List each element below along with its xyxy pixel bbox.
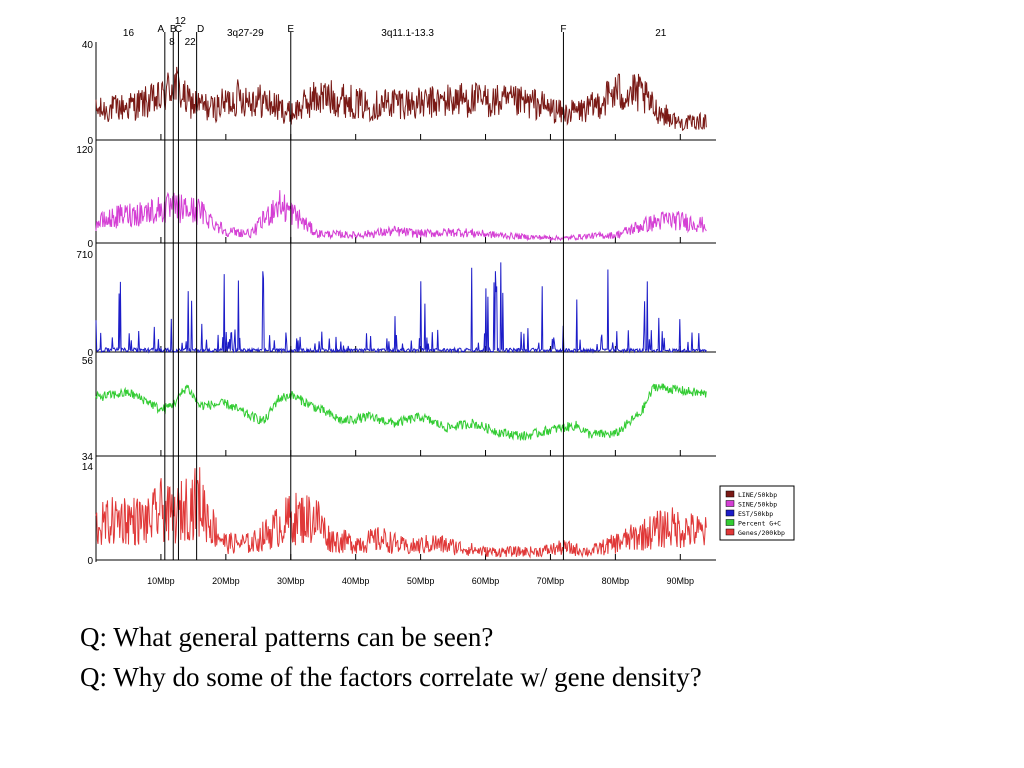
legend-swatch [725, 528, 735, 536]
y-tick-label-min: 0 [87, 556, 93, 567]
band-label: 3q11.1-13.3 [381, 28, 434, 39]
legend-swatch [725, 490, 735, 498]
legend-label: Genes/200kbp [738, 529, 785, 537]
x-tick-label: 60Mbp [472, 576, 500, 586]
marker-label-d: D [197, 24, 204, 35]
legend-swatch [725, 509, 735, 517]
x-tick-label: 80Mbp [602, 576, 630, 586]
y-tick-label-max: 56 [82, 356, 94, 367]
y-tick-label-max: 40 [82, 40, 94, 51]
marker-label-b: B [170, 24, 177, 35]
y-tick-label-max: 120 [76, 145, 93, 156]
legend-label: EST/50kbp [738, 510, 773, 518]
y-tick-label-max: 14 [82, 462, 94, 473]
marker-label-c: C [175, 24, 182, 35]
band-label: 22 [185, 37, 197, 48]
x-tick-label: 30Mbp [277, 576, 305, 586]
legend-label: LINE/50kbp [738, 491, 777, 499]
series-line-3 [95, 262, 707, 354]
y-tick-label-min: 0 [87, 348, 93, 359]
band-label: 12 [175, 16, 187, 27]
series-line-1 [95, 66, 707, 132]
x-tick-label: 90Mbp [667, 576, 695, 586]
marker-label-e: E [287, 24, 294, 35]
series-line-4 [95, 383, 707, 441]
band-label: 8 [169, 37, 175, 48]
legend-swatch [725, 500, 735, 507]
marker-label-f: F [560, 24, 566, 35]
band-label: 21 [655, 28, 667, 39]
y-tick-label-min: 0 [87, 239, 93, 250]
series-line-5 [95, 467, 707, 559]
x-tick-label: 20Mbp [212, 576, 240, 586]
legend-label: SINE/50kbp [738, 501, 777, 509]
y-tick-label-min: 34 [82, 452, 94, 463]
question-patterns: Q: What general patterns can be seen? [80, 622, 494, 652]
x-tick-label: 50Mbp [407, 576, 435, 586]
y-tick-label-min: 0 [87, 136, 93, 147]
y-tick-label-max: 710 [76, 250, 93, 261]
marker-label-a: A [157, 24, 164, 35]
x-tick-label: 10Mbp [147, 576, 175, 586]
series-line-2 [95, 190, 707, 242]
x-tick-label: 70Mbp [537, 576, 565, 586]
question-gene-density: Q: Why do some of the factors correlate … [80, 662, 702, 692]
legend-label: Percent G+C [738, 520, 781, 528]
x-tick-label: 40Mbp [342, 576, 370, 586]
band-label: 3q27-29 [227, 28, 264, 39]
legend-swatch [725, 519, 735, 526]
band-label: 16 [123, 28, 135, 39]
